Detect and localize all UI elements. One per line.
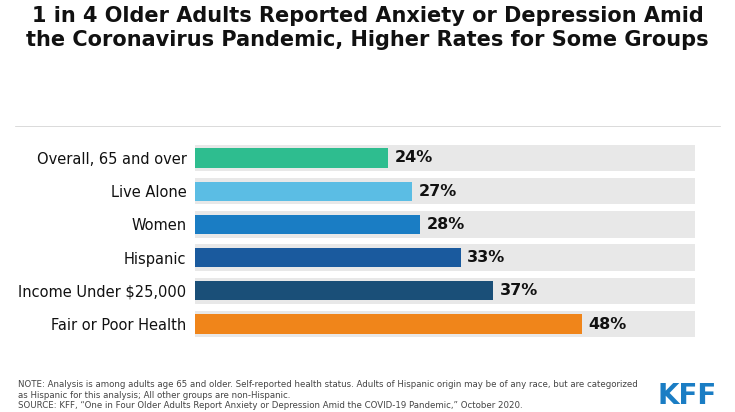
Bar [195, 314, 581, 334]
Bar [195, 182, 412, 201]
Bar [195, 278, 695, 304]
Bar [195, 215, 420, 234]
Text: 33%: 33% [467, 250, 506, 265]
Bar [195, 248, 461, 267]
Bar [195, 148, 388, 168]
Text: NOTE: Analysis is among adults age 65 and older. Self-reported health status. Ad: NOTE: Analysis is among adults age 65 an… [18, 380, 638, 410]
Text: 27%: 27% [419, 184, 457, 199]
Bar [195, 211, 695, 238]
Bar [195, 178, 695, 204]
Text: 24%: 24% [395, 150, 433, 166]
Text: KFF: KFF [657, 382, 717, 410]
Text: 48%: 48% [588, 316, 626, 332]
Text: 28%: 28% [427, 217, 465, 232]
Bar [195, 244, 695, 271]
Bar [195, 145, 695, 171]
Bar [195, 281, 493, 300]
Text: 1 in 4 Older Adults Reported Anxiety or Depression Amid
the Coronavirus Pandemic: 1 in 4 Older Adults Reported Anxiety or … [26, 6, 709, 50]
Text: 37%: 37% [500, 283, 538, 298]
Bar [195, 311, 695, 337]
